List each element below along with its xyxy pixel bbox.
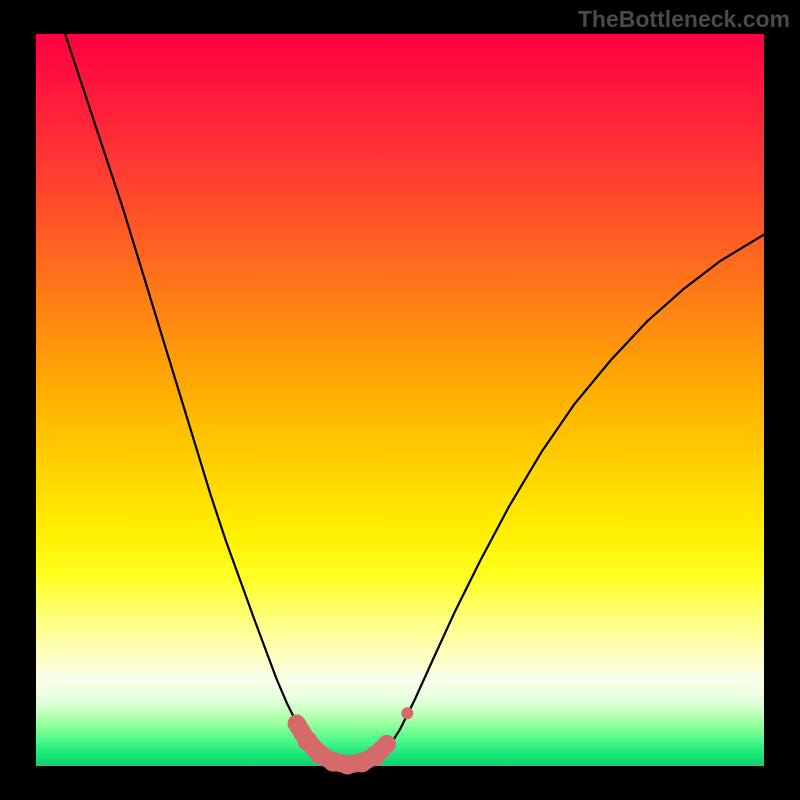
plot-gradient-background [36, 34, 764, 766]
marker-dot [378, 735, 396, 753]
marker-dot [288, 715, 306, 733]
marker-dot [401, 707, 413, 719]
watermark-text: TheBottleneck.com [578, 6, 790, 33]
chart-svg [0, 0, 800, 800]
chart-frame: TheBottleneck.com [0, 0, 800, 800]
